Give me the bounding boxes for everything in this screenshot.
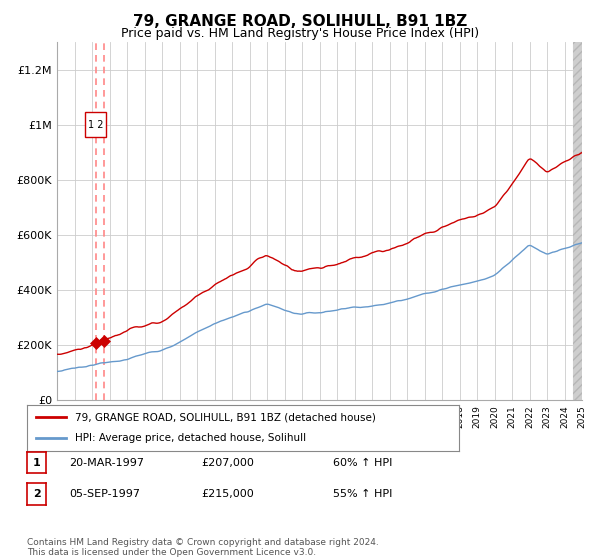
Bar <box>573 42 582 400</box>
Text: 55% ↑ HPI: 55% ↑ HPI <box>333 489 392 499</box>
Text: 2: 2 <box>33 489 40 499</box>
Text: Price paid vs. HM Land Registry's House Price Index (HPI): Price paid vs. HM Land Registry's House … <box>121 27 479 40</box>
Text: 1 2: 1 2 <box>88 120 104 130</box>
Text: 20-MAR-1997: 20-MAR-1997 <box>69 458 144 468</box>
FancyBboxPatch shape <box>85 113 106 137</box>
Text: 05-SEP-1997: 05-SEP-1997 <box>69 489 140 499</box>
Text: 79, GRANGE ROAD, SOLIHULL, B91 1BZ (detached house): 79, GRANGE ROAD, SOLIHULL, B91 1BZ (deta… <box>74 412 376 422</box>
Text: £215,000: £215,000 <box>201 489 254 499</box>
Text: 79, GRANGE ROAD, SOLIHULL, B91 1BZ: 79, GRANGE ROAD, SOLIHULL, B91 1BZ <box>133 14 467 29</box>
Text: £207,000: £207,000 <box>201 458 254 468</box>
Text: HPI: Average price, detached house, Solihull: HPI: Average price, detached house, Soli… <box>74 433 305 444</box>
Text: Contains HM Land Registry data © Crown copyright and database right 2024.
This d: Contains HM Land Registry data © Crown c… <box>27 538 379 557</box>
Bar <box>573 42 582 400</box>
Text: 60% ↑ HPI: 60% ↑ HPI <box>333 458 392 468</box>
Text: 1: 1 <box>33 458 40 468</box>
